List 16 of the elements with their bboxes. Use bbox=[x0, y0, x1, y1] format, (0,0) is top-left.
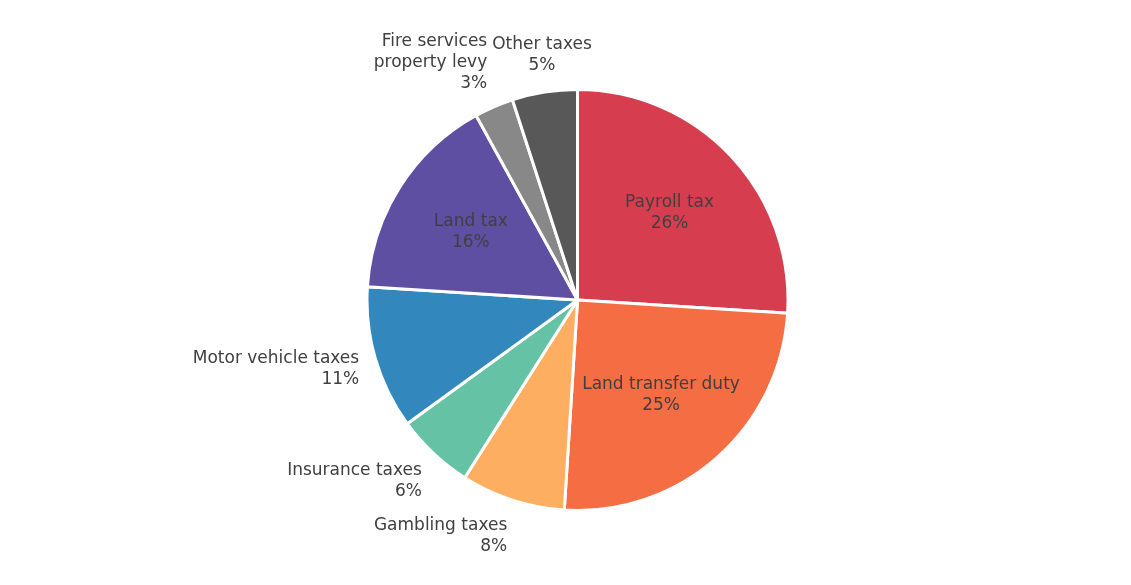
data-label: 26% bbox=[650, 212, 689, 233]
slice-label: Gambling taxes bbox=[373, 514, 508, 535]
slice-label: Fire services property levy bbox=[373, 29, 488, 71]
data-label: 3% bbox=[460, 71, 488, 92]
slice-label: Insurance taxes bbox=[287, 458, 423, 479]
data-label: 5% bbox=[528, 53, 556, 74]
data-label: 6% bbox=[394, 479, 422, 500]
slice-label: Land transfer duty bbox=[582, 372, 740, 393]
slice-label: Other taxes bbox=[492, 32, 592, 53]
slice-label: Payroll tax bbox=[625, 191, 715, 212]
data-label: 16% bbox=[451, 231, 490, 252]
data-label: 25% bbox=[642, 393, 680, 414]
slice-label: Land tax bbox=[433, 210, 508, 231]
data-label: 8% bbox=[480, 535, 508, 556]
slice-label: Motor vehicle taxes bbox=[192, 347, 360, 368]
data-label: 11% bbox=[321, 368, 360, 389]
